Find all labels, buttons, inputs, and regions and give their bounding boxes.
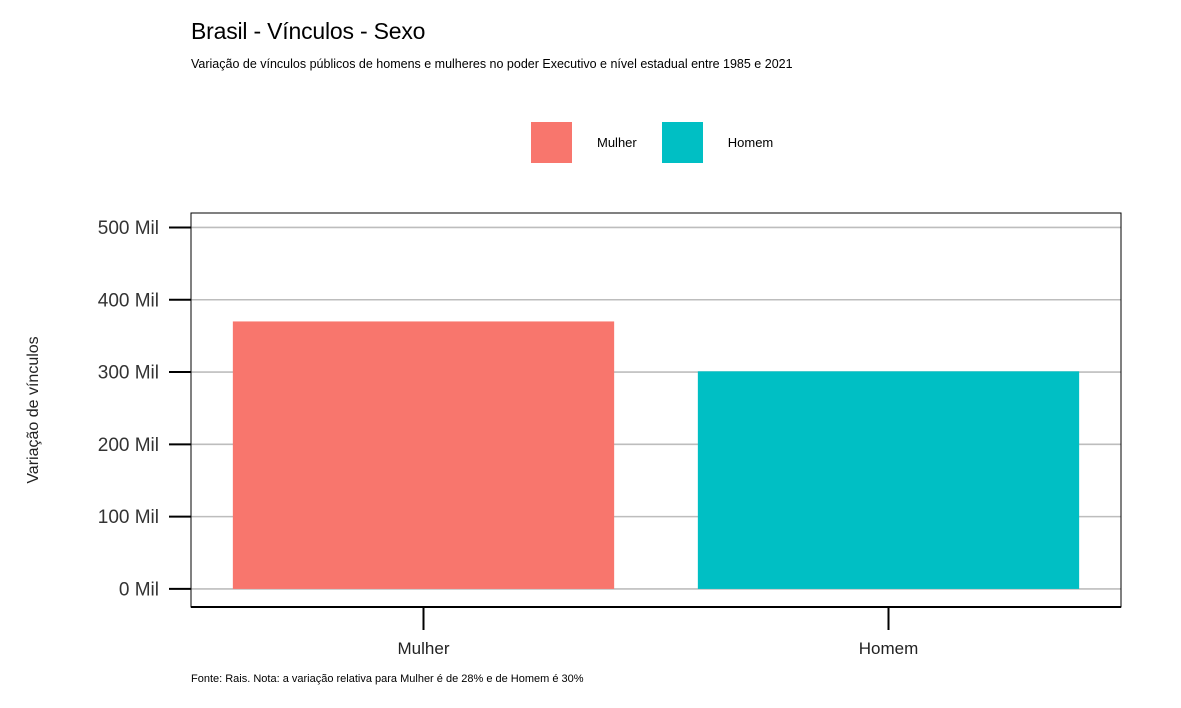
legend-label-homem: Homem xyxy=(727,135,774,150)
legend-label-mulher: Mulher xyxy=(597,135,637,150)
y-axis-label: Variação de vínculos xyxy=(25,336,42,483)
x-tick-label: Homem xyxy=(859,639,919,658)
y-tick-label: 0 Mil xyxy=(119,579,159,600)
legend-item-mulher: Mulher xyxy=(531,122,637,163)
legend: Mulher Homem xyxy=(531,122,798,163)
chart-caption: Fonte: Rais. Nota: a variação relativa p… xyxy=(191,673,584,685)
legend-key-homem xyxy=(661,122,703,163)
bar-homem xyxy=(697,371,1080,589)
y-tick-label: 200 Mil xyxy=(98,435,159,456)
y-tick-label: 500 Mil xyxy=(98,218,159,239)
y-tick-label: 300 Mil xyxy=(98,363,159,384)
chart-subtitle: Variação de vínculos públicos de homens … xyxy=(191,57,793,71)
legend-item-homem: Homem xyxy=(661,122,774,163)
y-tick-label: 100 Mil xyxy=(98,507,159,528)
bar-mulher xyxy=(232,321,615,589)
bars xyxy=(232,321,1080,589)
x-axis: Mulher Homem xyxy=(191,606,1121,658)
legend-key-mulher xyxy=(531,122,572,163)
y-tick-label: 400 Mil xyxy=(98,290,159,311)
y-axis: 0 Mil 100 Mil 200 Mil 300 Mil 400 Mil 500 Mil xyxy=(98,218,191,600)
x-tick-label: Mulher xyxy=(398,639,450,658)
chart-title: Brasil - Vínculos - Sexo xyxy=(191,18,426,44)
